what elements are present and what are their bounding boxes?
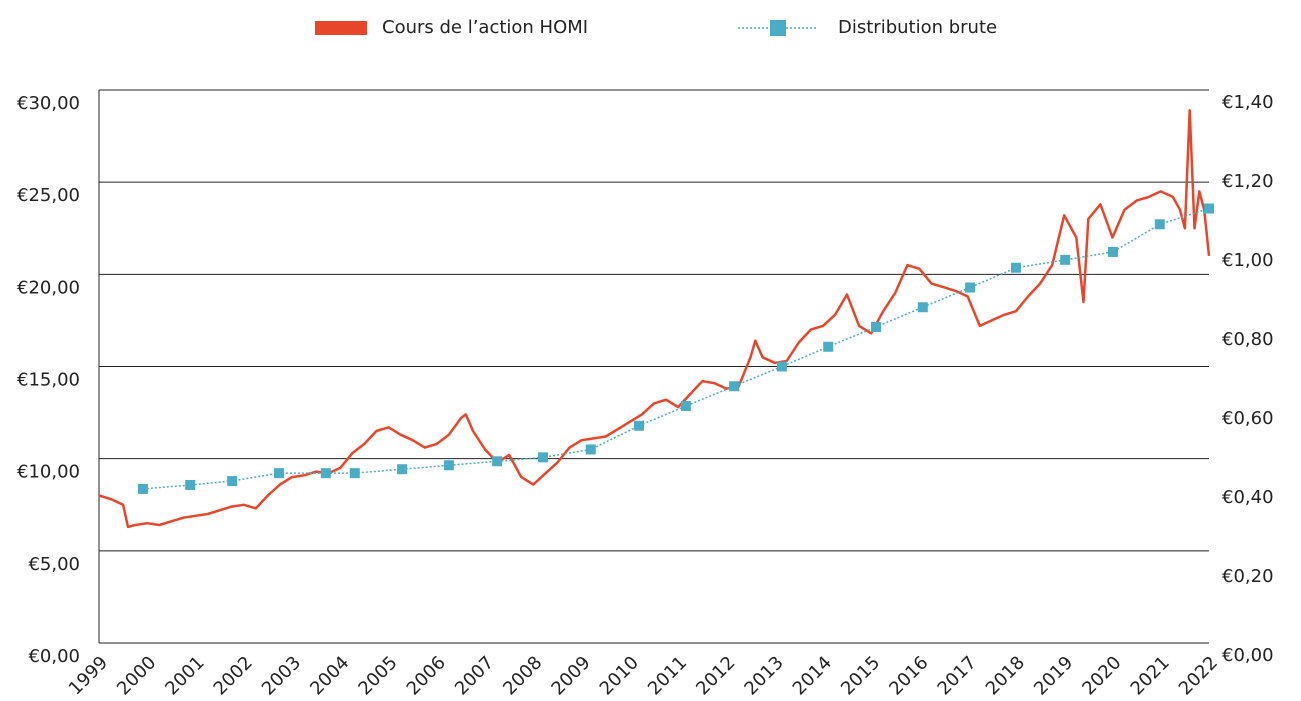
y2-tick-label: €0,60 xyxy=(1222,408,1274,429)
x-tick-label: 2008 xyxy=(499,652,546,699)
dividend-marker xyxy=(585,444,596,455)
x-tick-label: 2006 xyxy=(403,652,450,699)
x-tick-label: 2022 xyxy=(1175,652,1222,699)
y2-tick-label: €0,40 xyxy=(1222,487,1274,508)
dividend-marker xyxy=(634,420,645,431)
y2-tick-label: €1,40 xyxy=(1222,92,1274,113)
dividend-marker xyxy=(1154,219,1165,230)
dividend-marker xyxy=(185,480,196,490)
x-tick-label: 2018 xyxy=(982,652,1029,699)
x-tick-label: 2014 xyxy=(789,652,836,699)
dividend-marker xyxy=(729,381,740,392)
dividend-marker xyxy=(1107,246,1118,257)
x-tick-label: 2019 xyxy=(1030,652,1077,699)
y-tick-label: €20,00 xyxy=(17,277,80,298)
dividend-line xyxy=(142,207,1210,490)
legend-label: Distribution brute xyxy=(838,17,997,38)
x-tick-label: 2000 xyxy=(113,652,160,699)
dividend-marker xyxy=(538,452,548,463)
dividend-marker xyxy=(274,468,285,479)
y2-tick-label: €0,20 xyxy=(1222,566,1274,587)
y2-tick-label: €0,80 xyxy=(1222,329,1274,350)
x-tick-label: 2016 xyxy=(885,652,932,699)
dividend-marker xyxy=(137,483,148,494)
dividend-marker xyxy=(492,456,503,467)
price-line xyxy=(98,109,1211,529)
y-tick-label: €10,00 xyxy=(17,462,80,483)
x-tick-label: 2001 xyxy=(161,652,208,699)
dividend-marker xyxy=(823,341,834,352)
dividend-marker xyxy=(349,468,360,479)
dividend-marker xyxy=(917,302,928,313)
x-tick-label: 2017 xyxy=(934,652,981,699)
dividend-marker xyxy=(443,460,454,471)
legend-marker xyxy=(770,20,786,36)
x-tick-label: 2002 xyxy=(210,652,257,699)
x-tick-label: 2015 xyxy=(837,652,884,699)
dividend-marker xyxy=(680,401,691,411)
x-tick-label: 2012 xyxy=(692,652,739,699)
y-tick-label: €30,00 xyxy=(17,93,80,114)
dividend-marker xyxy=(1204,203,1214,214)
y2-tick-label: €0,00 xyxy=(1222,645,1274,666)
x-tick-label: 2021 xyxy=(1127,652,1174,699)
y2-tick-label: €1,20 xyxy=(1222,171,1274,192)
dividend-marker xyxy=(965,282,976,293)
y2-tick-label: €1,00 xyxy=(1222,250,1274,271)
y-tick-label: €25,00 xyxy=(17,185,80,206)
x-tick-label: 2020 xyxy=(1078,652,1125,699)
y-tick-label: €5,00 xyxy=(28,554,80,575)
legend-swatch xyxy=(315,21,367,35)
dividend-marker xyxy=(871,322,881,332)
y-tick-label: €15,00 xyxy=(17,370,80,391)
x-tick-label: 2011 xyxy=(644,652,691,699)
dividend-marker xyxy=(776,361,787,372)
x-tick-label: 2009 xyxy=(547,652,594,699)
dividend-marker xyxy=(397,464,408,475)
x-tick-label: 2003 xyxy=(258,652,305,699)
x-tick-label: 2007 xyxy=(451,652,498,699)
dividend-marker xyxy=(1010,262,1021,273)
dividend-marker xyxy=(320,468,331,479)
x-tick-label: 2013 xyxy=(740,652,787,699)
y-tick-label: €0,00 xyxy=(28,646,80,667)
x-tick-label: 2004 xyxy=(306,652,353,699)
x-tick-label: 2005 xyxy=(354,652,401,699)
dividend-marker xyxy=(1060,254,1071,265)
x-tick-label: 2010 xyxy=(596,652,643,699)
dividend-marker xyxy=(227,476,238,487)
legend-label: Cours de l’action HOMI xyxy=(382,17,588,38)
